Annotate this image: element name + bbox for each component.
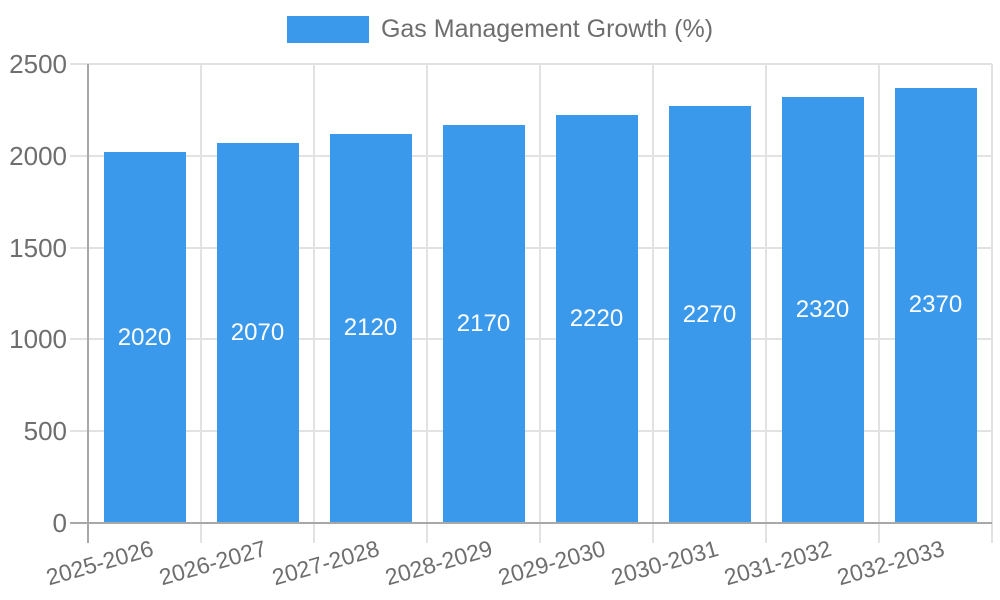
bar[interactable]: 2170 <box>442 124 525 523</box>
y-tick-label: 2500 <box>9 49 67 79</box>
grid-line-vertical <box>765 64 767 543</box>
legend-swatch <box>286 16 369 43</box>
grid-line-vertical <box>539 64 541 543</box>
bar-value-label: 2020 <box>117 323 172 351</box>
bar-value-label: 2370 <box>908 291 963 319</box>
legend-label: Gas Management Growth (%) <box>380 15 714 43</box>
grid-line-horizontal <box>70 338 992 341</box>
y-tick-label: 0 <box>52 508 67 538</box>
grid-line-horizontal <box>70 430 992 433</box>
grid-line-horizontal <box>70 63 992 65</box>
grid-line-vertical <box>652 64 654 543</box>
y-axis-line <box>87 64 89 543</box>
grid-line-vertical <box>878 64 880 543</box>
bar[interactable]: 2120 <box>329 133 412 523</box>
bar[interactable]: 2070 <box>216 142 299 523</box>
bar-value-label: 2220 <box>569 305 624 333</box>
bar[interactable]: 2370 <box>894 87 977 523</box>
grid-line-vertical <box>991 64 993 543</box>
bar-value-label: 2120 <box>343 314 398 342</box>
bar-value-label: 2270 <box>682 300 737 328</box>
grid-line-vertical <box>200 64 202 543</box>
y-tick-label: 500 <box>23 416 67 447</box>
bar[interactable]: 2270 <box>668 106 751 523</box>
chart-legend-item[interactable]: Gas Management Growth (%) <box>0 15 1000 44</box>
bar[interactable]: 2020 <box>103 152 186 523</box>
bar-value-label: 2320 <box>795 296 850 324</box>
y-tick-label: 1500 <box>9 232 67 263</box>
bar-value-label: 2070 <box>230 318 285 346</box>
bar[interactable]: 2320 <box>781 97 864 523</box>
grid-line-vertical <box>426 64 428 543</box>
grid-line-horizontal <box>70 154 992 157</box>
y-tick-label: 1000 <box>9 324 67 355</box>
grid-line-horizontal <box>70 246 992 249</box>
bar[interactable]: 2220 <box>555 115 638 523</box>
grid-line-vertical <box>313 64 315 543</box>
x-axis-line <box>70 522 992 524</box>
y-tick-label: 2000 <box>9 140 67 171</box>
bar-value-label: 2170 <box>456 309 511 337</box>
